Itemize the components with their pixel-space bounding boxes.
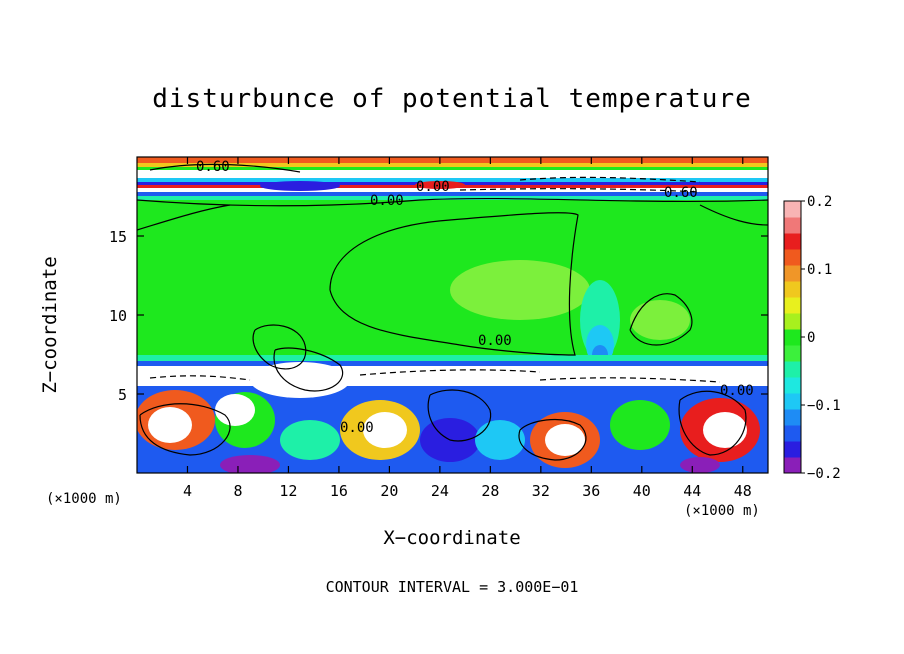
colorbar-swatch bbox=[784, 297, 801, 314]
x-tick-label: 16 bbox=[330, 482, 348, 500]
field-lower-strip-2 bbox=[137, 196, 768, 200]
x-tick-label: 40 bbox=[633, 482, 651, 500]
contour-line-1 bbox=[137, 204, 231, 231]
colorbar-swatch bbox=[784, 249, 801, 266]
x-tick-label: 44 bbox=[683, 482, 701, 500]
colorbar-tick-label: 0 bbox=[807, 330, 815, 346]
colorbar-swatch bbox=[784, 313, 801, 330]
field-lightgreen-blob-2 bbox=[630, 300, 690, 340]
contour-line-10 bbox=[678, 390, 747, 456]
contour-line-dashed-4 bbox=[539, 377, 721, 383]
field-blob-h bbox=[610, 400, 670, 450]
x-tick-label: 8 bbox=[233, 482, 242, 500]
contour-line-8 bbox=[427, 389, 492, 442]
contour-lines bbox=[137, 163, 768, 461]
y-tick-label: 10 bbox=[109, 307, 127, 325]
contour-label: 0.60 bbox=[664, 185, 698, 201]
contour-line-tropopause bbox=[137, 197, 768, 207]
colorbar-swatch bbox=[784, 265, 801, 282]
field-blob-g-core bbox=[545, 424, 585, 456]
field-white-band bbox=[137, 366, 768, 386]
field-blob-f bbox=[475, 420, 525, 460]
field-top-strip-3 bbox=[137, 167, 768, 170]
colorbar-swatch bbox=[784, 345, 801, 362]
field-top-strip bbox=[137, 157, 768, 163]
x-axis-label: X−coordinate bbox=[383, 527, 521, 549]
contour-line-dashed-3 bbox=[359, 369, 541, 376]
contour-line-11 bbox=[149, 163, 301, 173]
colorbar-swatch bbox=[784, 201, 801, 218]
colorbar-tick-label: 0.2 bbox=[807, 194, 832, 210]
contour-interval-note: CONTOUR INTERVAL = 3.000E−01 bbox=[325, 578, 579, 596]
contour-line-6 bbox=[273, 347, 344, 392]
x-tick-label: 28 bbox=[481, 482, 499, 500]
field-blob-b-core bbox=[215, 394, 255, 426]
colorbar-tick-label: 0.1 bbox=[807, 262, 832, 278]
field-purple-patch-2 bbox=[680, 457, 720, 473]
field-blob-a-core bbox=[148, 407, 192, 443]
contour-line-5 bbox=[252, 324, 307, 370]
colorbar-tick-label: −0.2 bbox=[807, 466, 841, 482]
contour-line-dashed-1 bbox=[519, 176, 701, 183]
field-transition-1 bbox=[137, 355, 768, 361]
colorbar-swatch bbox=[784, 457, 801, 474]
field-top-strip-2 bbox=[137, 163, 768, 167]
contour-line-9 bbox=[518, 419, 587, 461]
contour-line-4 bbox=[699, 204, 768, 226]
contour-label: 0.00 bbox=[340, 420, 374, 436]
x-tick-label: 12 bbox=[279, 482, 297, 500]
x-tick-label: 32 bbox=[532, 482, 550, 500]
field-white-patch bbox=[250, 362, 350, 398]
colorbar-swatch bbox=[784, 281, 801, 298]
colorbar-swatch bbox=[784, 409, 801, 426]
field-blob-i-core bbox=[703, 412, 747, 448]
x-tick-label: 4 bbox=[183, 482, 192, 500]
field-mid-strip bbox=[137, 178, 768, 182]
colorbar-swatch bbox=[784, 393, 801, 410]
contour-labels-group: 0.60 0.00 0.00 0.60 0.00 0.00 0.00 bbox=[196, 159, 754, 436]
contour-label: 0.00 bbox=[416, 179, 450, 195]
field-lightgreen-blob bbox=[450, 260, 590, 320]
shaded-field bbox=[137, 157, 768, 473]
contour-line-2 bbox=[329, 212, 579, 356]
contour-label: 0.00 bbox=[720, 383, 754, 399]
x-unit-label-left: (×1000 m) bbox=[46, 491, 122, 507]
contour-line-dashed-2 bbox=[459, 188, 701, 193]
colorbar-swatch bbox=[784, 329, 801, 346]
colorbar-swatch bbox=[784, 377, 801, 394]
colorbar-swatch bbox=[784, 217, 801, 234]
colorbar-swatch bbox=[784, 233, 801, 250]
colorbar-swatch bbox=[784, 441, 801, 458]
y-tick-label: 5 bbox=[118, 386, 127, 404]
contour-line-7 bbox=[139, 403, 231, 456]
y-tick-label: 15 bbox=[109, 228, 127, 246]
contour-label: 0.60 bbox=[196, 159, 230, 175]
contour-line-dashed-5 bbox=[149, 375, 251, 381]
colorbar-swatch bbox=[784, 361, 801, 378]
field-transition-2 bbox=[137, 361, 768, 366]
contour-label: 0.00 bbox=[370, 193, 404, 209]
contour-label: 0.00 bbox=[478, 333, 512, 349]
field-lower-strip bbox=[137, 192, 768, 196]
field-purple-patch bbox=[220, 455, 280, 473]
x-tick-label: 36 bbox=[582, 482, 600, 500]
x-unit-label-right: (×1000 m) bbox=[684, 503, 760, 519]
field-blob-d-core bbox=[363, 412, 407, 448]
field-red-blob bbox=[415, 181, 465, 189]
field-blob-c bbox=[280, 420, 340, 460]
colorbar-swatch bbox=[784, 425, 801, 442]
x-tick-label: 24 bbox=[431, 482, 449, 500]
field-blue-blob bbox=[260, 181, 340, 191]
x-tick-label: 20 bbox=[380, 482, 398, 500]
y-axis-ticks: 5 10 15 bbox=[109, 228, 768, 404]
chart-title: disturbunce of potential temperature bbox=[152, 84, 752, 114]
x-tick-label: 48 bbox=[734, 482, 752, 500]
colorbar: 0.2 0.1 0 −0.1 −0.2 bbox=[783, 194, 841, 482]
x-axis-ticks: 4 8 12 16 20 24 28 32 36 40 44 48 bbox=[183, 157, 752, 500]
contour-line-3 bbox=[629, 293, 693, 346]
colorbar-tick-label: −0.1 bbox=[807, 398, 841, 414]
